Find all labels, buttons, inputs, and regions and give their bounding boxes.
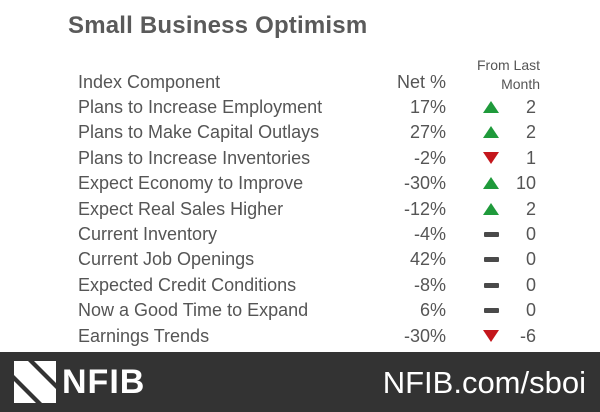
table-row: Plans to Increase Employment 17% 2 [0, 95, 600, 120]
component-label: Expect Real Sales Higher [78, 198, 284, 219]
table-row: Now a Good Time to Expand 6% 0 [0, 298, 600, 323]
page-title: Small Business Optimism [68, 12, 368, 39]
change-value: 1 [525, 147, 536, 168]
net-value: -12% [403, 198, 446, 219]
change-value: 0 [525, 223, 536, 244]
trend-flat-icon [482, 278, 500, 292]
change-header-line2: Month [501, 76, 540, 92]
component-label: Now a Good Time to Expand [78, 300, 309, 321]
component-label: Plans to Increase Employment [78, 97, 323, 117]
change-value: -6 [519, 325, 536, 346]
net-value: -30% [403, 325, 446, 346]
net-column-header: Net % [396, 72, 446, 92]
net-value: -2% [413, 147, 446, 168]
change-value: 2 [525, 198, 536, 219]
component-label: Expected Credit Conditions [78, 274, 297, 295]
table-row: Expect Real Sales Higher -12% 2 [0, 197, 600, 222]
table-row: Expect Economy to Improve -30% 10 [0, 171, 600, 196]
net-value: 42% [409, 249, 446, 270]
trend-up-icon [482, 176, 500, 190]
net-value: -4% [413, 223, 446, 244]
change-value: 0 [525, 274, 536, 295]
table-row: Current Job Openings 42% 0 [0, 247, 600, 272]
footer-bar: NFIB NFIB.com/sboi [0, 352, 600, 412]
net-value: 27% [409, 122, 446, 143]
trend-up-icon [482, 100, 500, 114]
change-value: 0 [525, 300, 536, 321]
trend-up-icon [482, 202, 500, 216]
trend-flat-icon [482, 252, 500, 266]
change-value: 10 [515, 173, 536, 194]
component-label: Plans to Make Capital Outlays [78, 122, 320, 143]
component-column-header: Index Component [78, 72, 221, 92]
trend-down-icon [482, 329, 500, 343]
footer-url-link[interactable]: NFIB.com/sboi [382, 365, 586, 400]
table-row: Plans to Make Capital Outlays 27% 2 [0, 120, 600, 145]
trend-up-icon [482, 125, 500, 139]
trend-flat-icon [482, 227, 500, 241]
component-label: Earnings Trends [78, 325, 210, 346]
component-label: Current Inventory [78, 223, 218, 244]
nfib-logo-text: NFIB [62, 363, 146, 401]
change-value: 2 [525, 122, 536, 143]
component-label: Plans to Increase Inventories [78, 147, 311, 168]
change-value: 0 [525, 249, 536, 270]
net-value: 6% [419, 300, 446, 321]
table-row: Earnings Trends -30% -6 [0, 324, 600, 349]
table-row: Plans to Increase Inventories -2% 1 [0, 146, 600, 171]
net-value: -8% [413, 274, 446, 295]
component-label: Expect Economy to Improve [78, 173, 304, 194]
net-value: -30% [403, 173, 446, 194]
net-value: 17% [409, 97, 446, 117]
change-value: 2 [525, 97, 536, 117]
component-label: Current Job Openings [78, 249, 255, 270]
table-row: Current Inventory -4% 0 [0, 222, 600, 247]
change-header-line1: From Last [476, 57, 540, 73]
trend-flat-icon [482, 303, 500, 317]
index-table: Plans to Increase Employment 17% 2 Plans… [0, 95, 600, 349]
trend-down-icon [482, 151, 500, 165]
change-column-header: From Last Month [452, 56, 540, 94]
table-row: Expected Credit Conditions -8% 0 [0, 273, 600, 298]
nfib-logo-icon [14, 361, 56, 403]
